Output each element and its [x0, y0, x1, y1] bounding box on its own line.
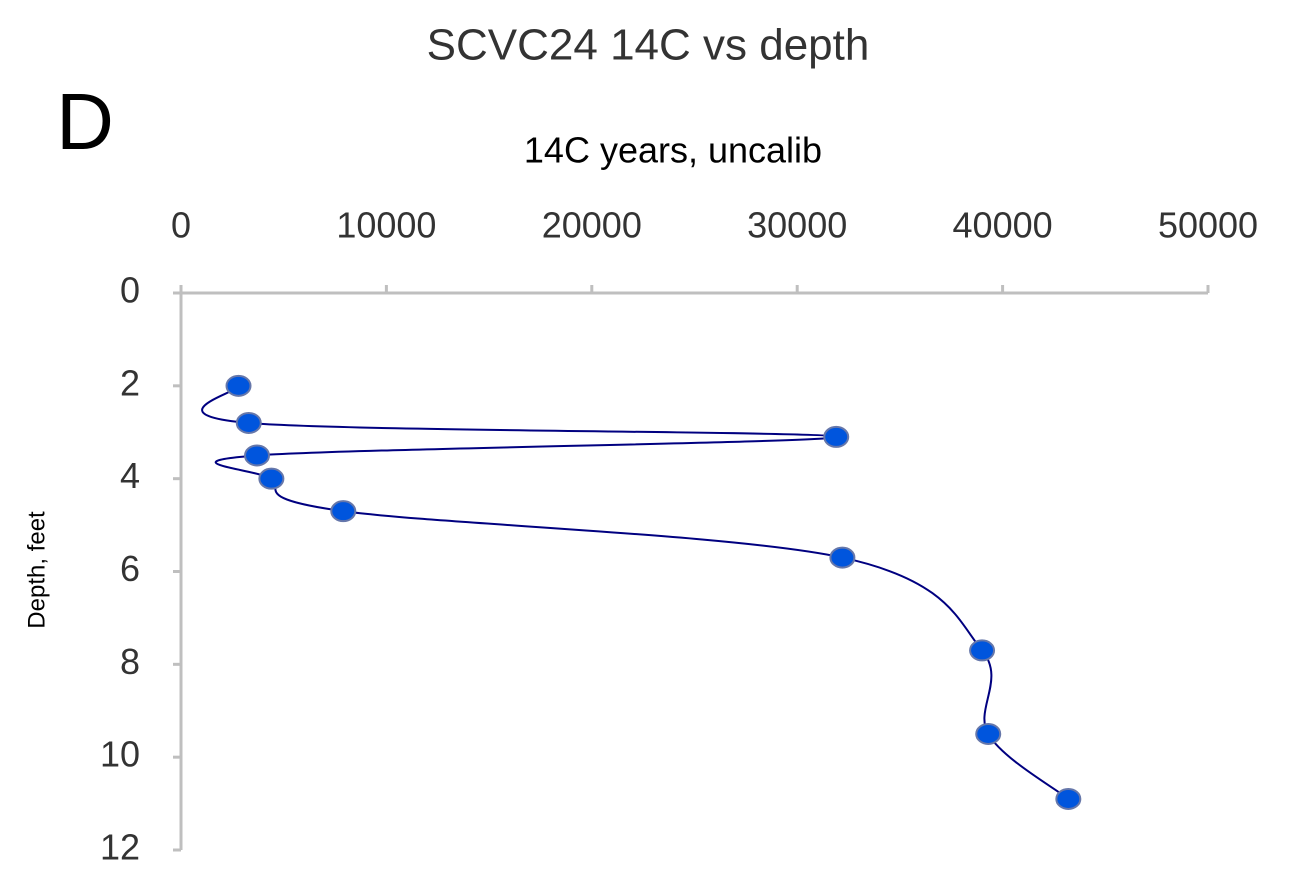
x-axis-label: 14C years, uncalib: [524, 130, 822, 171]
data-point: [1055, 787, 1082, 810]
y-tick-label: 2: [120, 362, 140, 403]
x-tick-label: 40000: [953, 205, 1053, 246]
y-tick-label: 12: [100, 827, 140, 868]
x-tick-label: 10000: [336, 205, 436, 246]
x-tick-label: 30000: [747, 205, 847, 246]
y-tick-label: 6: [120, 548, 140, 589]
x-tick-label: 50000: [1158, 205, 1258, 246]
data-point: [975, 722, 1002, 745]
y-axis-label: Depth, feet: [23, 511, 50, 629]
series-line: [201, 384, 1069, 800]
x-tick-label: 0: [171, 205, 191, 246]
y-tick-label: 0: [120, 270, 140, 311]
data-point: [225, 374, 252, 397]
data-point: [823, 425, 850, 448]
chart-title: SCVC24 14C vs depth: [427, 21, 870, 70]
y-tick-label: 8: [120, 641, 140, 682]
x-tick-label: 20000: [542, 205, 642, 246]
y-tick-label: 4: [120, 455, 140, 496]
data-point: [330, 500, 357, 523]
data-point: [969, 639, 996, 662]
y-tick-label: 10: [100, 734, 140, 775]
panel-label: D: [56, 77, 114, 166]
data-point: [235, 411, 262, 434]
data-point: [829, 546, 856, 569]
data-point: [258, 467, 285, 490]
data-point: [243, 444, 270, 467]
